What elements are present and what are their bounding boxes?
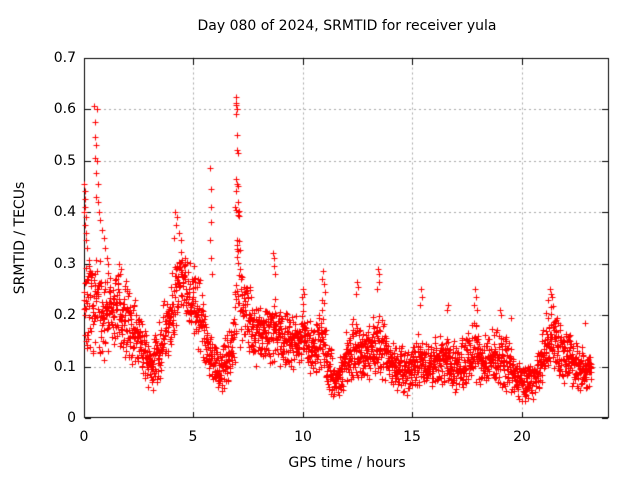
x-tick-label: 15	[403, 429, 421, 445]
y-axis-label: SRMTID / TECUs	[12, 181, 28, 295]
x-tick-label: 5	[188, 429, 198, 445]
chart-title: Day 080 of 2024, SRMTID for receiver yul…	[197, 18, 497, 34]
y-tick-label: 0.7	[53, 50, 76, 66]
y-tick-label: 0.4	[53, 204, 76, 220]
x-tick-label: 20	[513, 429, 531, 445]
x-axis-label: GPS time / hours	[288, 455, 406, 471]
y-tick-label: 0.2	[53, 307, 76, 323]
x-tick-label: 0	[79, 429, 89, 445]
y-tick-label: 0.1	[53, 359, 76, 375]
x-tick-label: 10	[294, 429, 312, 445]
y-tick-label: 0.3	[53, 256, 76, 272]
y-tick-label: 0	[67, 410, 76, 426]
y-tick-label: 0.5	[53, 153, 76, 169]
y-tick-label: 0.6	[53, 101, 76, 117]
